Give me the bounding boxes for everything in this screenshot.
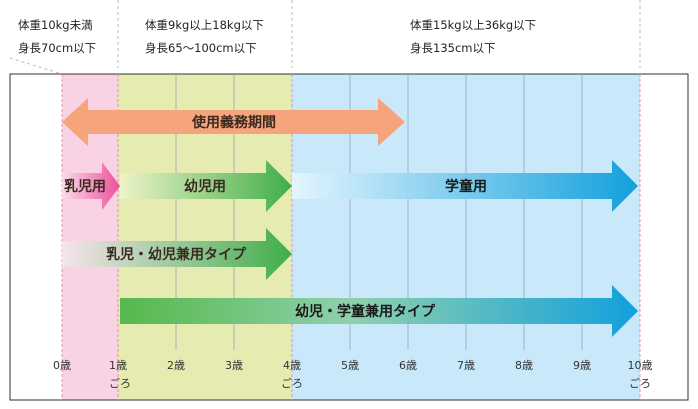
infant-weight-text: 体重10kg未満: [18, 18, 93, 32]
child-height-text: 身長135cm以下: [410, 41, 495, 55]
tick-4-approx: ごろ: [281, 376, 303, 390]
child-weight-text: 体重15kg以上36kg以下: [410, 18, 536, 32]
toddler-seat-label: 幼児用: [184, 178, 226, 195]
infant-seat-label: 乳児用: [64, 178, 106, 195]
tick-2: 2歳: [167, 359, 185, 372]
tick-8: 8歳: [515, 359, 533, 372]
tick-0: 0歳: [53, 359, 71, 372]
infant-toddler-combo-label: 乳児・幼児兼用タイプ: [106, 246, 247, 263]
toddler-school-combo-label: 幼児・学童兼用タイプ: [295, 303, 436, 320]
school-seat-label: 学童用: [445, 178, 487, 195]
tick-7: 7歳: [457, 359, 475, 372]
tick-3: 3歳: [225, 359, 243, 372]
tick-4: 4歳: [283, 359, 301, 372]
mandatory-period-label: 使用義務期間: [191, 114, 276, 131]
toddler-seat-arrow: [120, 160, 292, 212]
infant-toddler-combo-arrow: [62, 228, 292, 280]
toddler-height-text: 身長65〜100cm以下: [145, 41, 257, 55]
infant-seat-arrow: [62, 162, 120, 210]
tick-10: 10歳: [628, 359, 653, 372]
school-seat-arrow: [292, 160, 638, 212]
age-axis: 0歳 1歳 2歳 3歳 4歳 5歳 6歳 7歳 8歳 9歳 10歳 ごろ ごろ …: [53, 359, 653, 390]
zone-boundaries: [61, 74, 641, 400]
tick-1-approx: ごろ: [109, 376, 131, 390]
tick-6: 6歳: [399, 359, 417, 372]
tick-9: 9歳: [573, 359, 591, 372]
tick-1: 1歳: [109, 359, 127, 372]
infant-height-text: 身長70cm以下: [18, 41, 96, 55]
tick-10-approx: ごろ: [629, 376, 651, 390]
header-pointer-line: [9, 57, 63, 75]
toddler-school-combo-arrow: [120, 285, 638, 337]
mandatory-period-arrow: [62, 98, 405, 146]
tick-5: 5歳: [341, 359, 359, 372]
toddler-weight-text: 体重9kg以上18kg以下: [145, 18, 264, 32]
